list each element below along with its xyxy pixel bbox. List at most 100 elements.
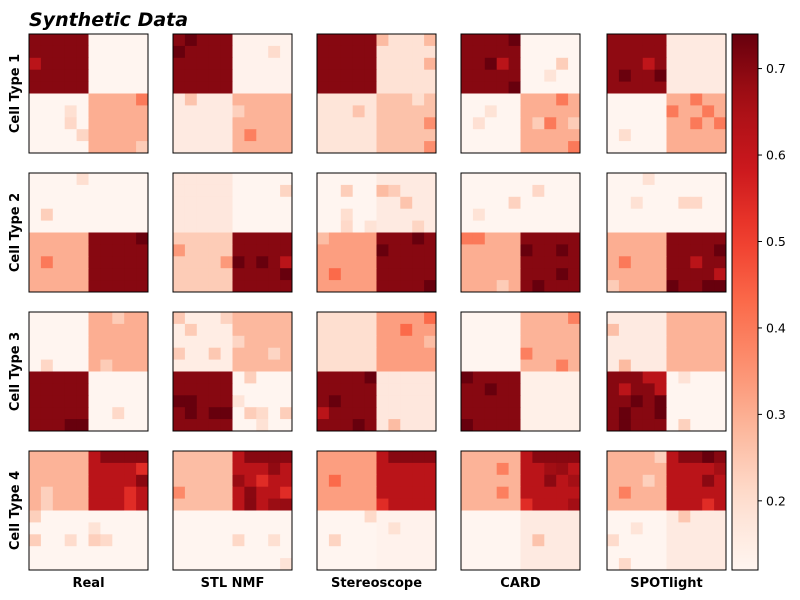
heatmap-cell [412, 347, 425, 360]
heatmap-cell [424, 451, 437, 464]
heatmap-cell [544, 534, 557, 547]
heatmap-cell [618, 141, 632, 154]
heatmap-cell [484, 462, 498, 476]
heatmap-cell [607, 522, 620, 535]
heatmap-cell [208, 45, 221, 59]
heatmap-cell [100, 474, 113, 488]
heatmap-cell [52, 220, 66, 233]
heatmap-cell [100, 510, 113, 523]
heatmap-cell [352, 173, 365, 186]
panel-r2-c3 [316, 172, 437, 293]
heatmap-cell [268, 395, 281, 408]
heatmap-cell [232, 558, 245, 571]
heatmap-cell [654, 486, 667, 499]
heatmap-cell [29, 474, 42, 488]
heatmap-cell [654, 510, 667, 523]
heatmap-cell [268, 419, 281, 432]
heatmap-cell [220, 419, 233, 432]
heatmap-cell [196, 129, 210, 142]
panel-r1-c4 [460, 33, 581, 154]
heatmap-cell [64, 93, 77, 106]
heatmap-cell [618, 486, 632, 499]
heatmap-cell [280, 395, 293, 408]
heatmap-cell [484, 141, 498, 154]
heatmap-cell [220, 347, 233, 360]
heatmap-cell [173, 312, 186, 325]
heatmap-cell [76, 395, 89, 408]
heatmap-cell [376, 534, 389, 547]
heatmap-cell [654, 323, 667, 337]
heatmap-cell [568, 256, 581, 269]
heatmap-cell [328, 57, 342, 71]
heatmap-cell [532, 69, 545, 82]
heatmap-cell [232, 45, 245, 59]
heatmap-cell [376, 93, 389, 106]
heatmap-cell [340, 220, 354, 233]
heatmap-cell [232, 312, 245, 325]
heatmap-cell [630, 69, 644, 82]
panel-r4-c4 [460, 450, 581, 571]
heatmap-cell [484, 407, 498, 420]
heatmap-cell [508, 347, 521, 360]
heatmap-cell [520, 451, 533, 464]
heatmap-cell [388, 93, 401, 106]
heatmap-cell [40, 558, 54, 571]
heatmap-cell [424, 546, 437, 559]
heatmap-cell [52, 141, 66, 154]
heatmap-cell [532, 498, 545, 511]
heatmap-cell [232, 220, 245, 233]
heatmap-cell [220, 312, 233, 325]
heatmap-cell [376, 419, 389, 432]
heatmap-cell [40, 280, 54, 293]
heatmap-cell [484, 546, 498, 559]
heatmap-cell [532, 522, 545, 535]
heatmap-cell [124, 232, 137, 245]
heatmap-cell [280, 510, 293, 523]
heatmap-cell [702, 173, 715, 186]
heatmap-cell [184, 105, 198, 118]
heatmap-cell [607, 117, 620, 130]
heatmap-cell [184, 335, 198, 349]
heatmap-cell [400, 105, 413, 118]
heatmap-cell [124, 268, 137, 281]
heatmap-cell [184, 419, 198, 432]
heatmap-cell [268, 196, 281, 210]
heatmap-cell [618, 451, 632, 464]
heatmap-cell [520, 510, 533, 523]
heatmap-cell [424, 359, 437, 372]
colorbar-tick-label-2: 0.3 [766, 407, 786, 422]
heatmap-cell [88, 312, 101, 325]
heatmap-cell [280, 81, 293, 94]
heatmap-cell [232, 371, 245, 384]
heatmap-cell [388, 371, 401, 384]
heatmap-cell [508, 232, 521, 245]
heatmap-cell [607, 462, 620, 476]
heatmap-cell [64, 312, 77, 325]
heatmap-cell [376, 69, 389, 82]
heatmap-cell [173, 498, 186, 511]
heatmap-cell [184, 256, 198, 269]
panel-frame [172, 33, 293, 154]
heatmap-cell [364, 280, 377, 293]
heatmap-cell [678, 534, 691, 547]
panel-frame [316, 33, 437, 154]
heatmap-cell [76, 81, 89, 94]
heatmap-cell [352, 558, 365, 571]
heatmap-cell [388, 244, 401, 257]
heatmap-cell [424, 474, 437, 488]
heatmap-cell [388, 256, 401, 269]
heatmap-cell [52, 534, 66, 547]
heatmap-cell [556, 323, 569, 337]
heatmap-cell [244, 371, 257, 384]
heatmap-cell [352, 347, 365, 360]
heatmap-cell [484, 395, 498, 408]
heatmap-cell [136, 57, 149, 71]
heatmap-cell [317, 244, 330, 257]
heatmap-cell [508, 129, 521, 142]
heatmap-cell [484, 498, 498, 511]
heatmap-cell [690, 129, 703, 142]
heatmap-cell [690, 407, 703, 420]
heatmap-cell [100, 383, 113, 396]
heatmap-cell [388, 335, 401, 349]
heatmap-cell [702, 451, 715, 464]
